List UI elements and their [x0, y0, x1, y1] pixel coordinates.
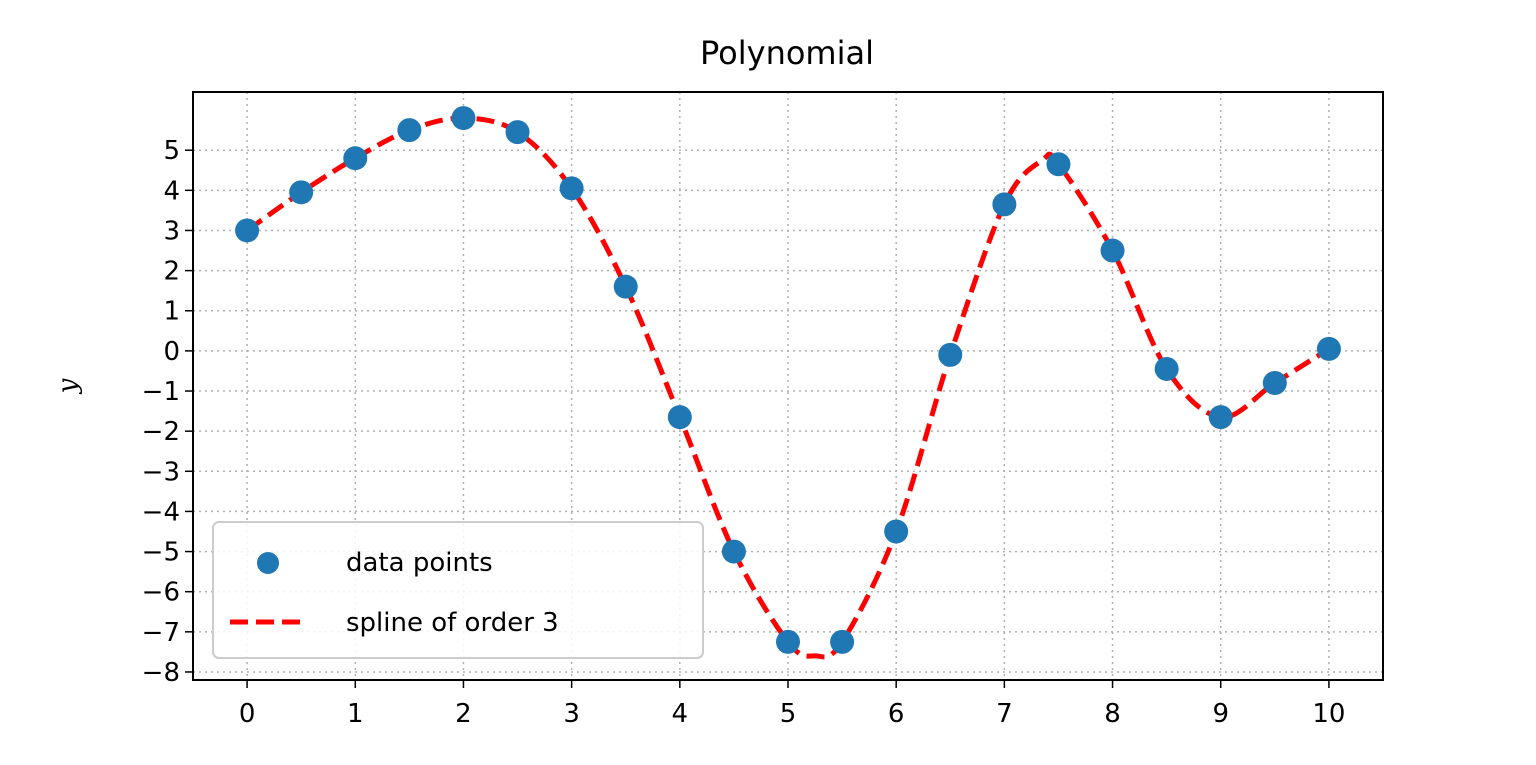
data-point — [613, 274, 638, 299]
data-point — [1154, 356, 1179, 381]
x-tick-label: 8 — [1104, 699, 1121, 729]
data-point — [1100, 238, 1125, 263]
data-point — [667, 405, 692, 430]
legend-label-data-points: data points — [346, 548, 493, 578]
y-tick-label: 1 — [163, 297, 180, 327]
y-axis: −8 −7 −6 −5 −4 −3 −2 −1 0 1 2 3 4 5 — [142, 136, 193, 688]
x-axis: 0 1 2 3 4 5 6 7 8 9 10 — [239, 680, 1345, 729]
y-tick-label: 4 — [163, 176, 180, 206]
x-tick-label: 9 — [1212, 699, 1229, 729]
x-tick-label: 7 — [996, 699, 1013, 729]
y-axis-label: y — [53, 378, 83, 394]
y-tick-label: −6 — [142, 578, 180, 608]
y-tick-label: −2 — [142, 417, 180, 447]
plot-frame — [192, 91, 1384, 681]
x-tick-label: 0 — [239, 699, 256, 729]
y-tick-label: 5 — [163, 136, 180, 166]
y-tick-label: −7 — [142, 618, 180, 648]
y-tick-label: −1 — [142, 377, 180, 407]
x-tick-label: 2 — [455, 699, 472, 729]
x-tick-label: 3 — [563, 699, 580, 729]
legend-marker-data-points — [257, 552, 279, 574]
data-point — [289, 180, 314, 205]
data-point — [235, 218, 260, 243]
y-tick-label: 0 — [163, 337, 180, 367]
y-tick-label: −4 — [142, 497, 180, 527]
spline-line — [245, 115, 1331, 660]
data-point — [992, 192, 1017, 217]
x-tick-label: 6 — [888, 699, 905, 729]
data-point — [397, 118, 422, 143]
legend: data points spline of order 3 — [212, 521, 704, 659]
y-tick-label: 3 — [163, 216, 180, 246]
data-point — [1262, 370, 1287, 395]
spline-series — [245, 115, 1331, 660]
x-tick-label: 1 — [347, 699, 364, 729]
y-tick-label: 2 — [163, 257, 180, 287]
data-point — [776, 629, 800, 654]
scatter-series — [235, 106, 1341, 654]
y-tick-label: −8 — [142, 658, 180, 688]
data-point — [884, 519, 909, 544]
data-point — [343, 146, 368, 171]
data-point — [938, 342, 963, 367]
chart-title: Polynomial — [700, 34, 874, 72]
y-tick-label: −5 — [142, 538, 180, 568]
data-point — [1046, 152, 1071, 177]
legend-label-spline: spline of order 3 — [346, 608, 559, 638]
x-tick-label: 10 — [1312, 699, 1345, 729]
legend-box — [212, 521, 704, 659]
data-point — [559, 176, 584, 201]
y-tick-label: −3 — [142, 457, 180, 487]
data-point — [1208, 405, 1233, 430]
data-point — [451, 106, 476, 131]
data-point — [505, 120, 530, 145]
data-point — [830, 629, 855, 654]
data-point — [1316, 336, 1341, 361]
data-point — [721, 539, 746, 564]
x-tick-label: 4 — [672, 699, 689, 729]
x-tick-label: 5 — [780, 699, 797, 729]
